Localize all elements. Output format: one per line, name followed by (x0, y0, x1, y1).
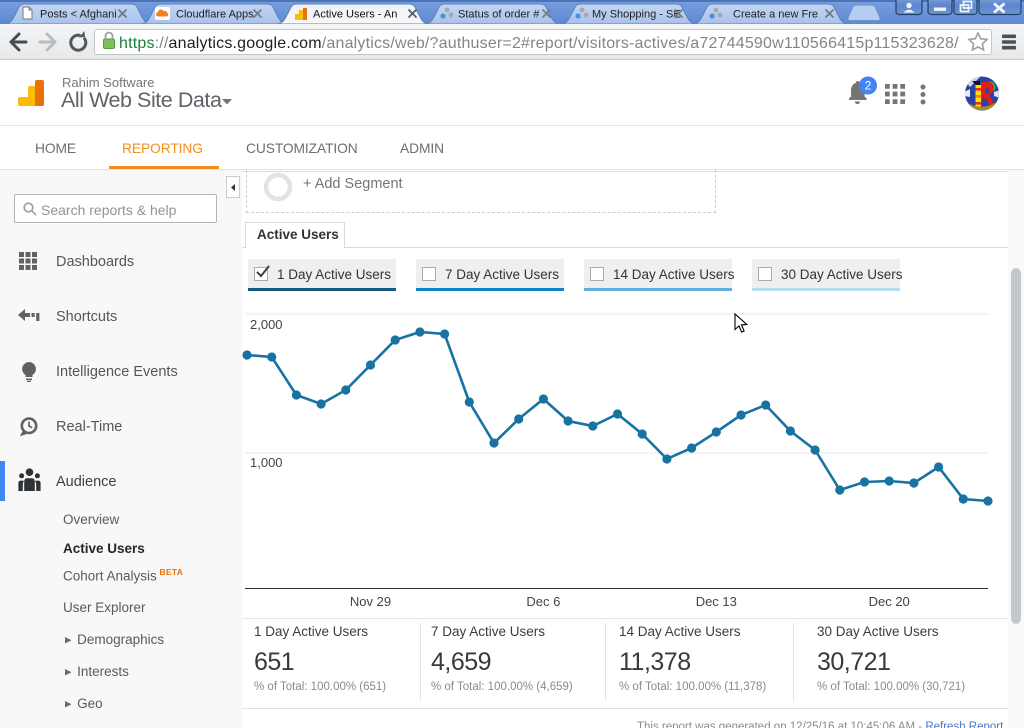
svg-text:Create a new Fre: Create a new Fre (733, 9, 818, 21)
svg-text:2: 2 (865, 79, 872, 93)
svg-text:2,000: 2,000 (250, 317, 283, 332)
svg-text:Nov 29: Nov 29 (350, 594, 391, 609)
svg-text:1,000: 1,000 (250, 455, 283, 470)
svg-text:Cloudflare Apps: Cloudflare Apps (176, 9, 254, 21)
svg-text:Dec 13: Dec 13 (696, 594, 737, 609)
svg-text:Dec 20: Dec 20 (869, 594, 910, 609)
svg-text:My Shopping - SE: My Shopping - SE (592, 9, 681, 21)
svg-text:Dec 6: Dec 6 (526, 594, 560, 609)
svg-text:Status of order #: Status of order # (458, 9, 540, 21)
svg-text:Active Users - An: Active Users - An (313, 9, 397, 21)
svg-text:https://analytics.google.com/a: https://analytics.google.com/analytics/w… (119, 35, 959, 52)
svg-text:Posts < Afghani: Posts < Afghani (40, 9, 117, 21)
